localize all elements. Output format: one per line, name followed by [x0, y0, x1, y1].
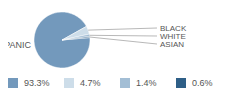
svg-text:BLACK: BLACK	[160, 24, 187, 33]
svg-text:WHITE: WHITE	[160, 32, 186, 41]
html-text:93.3%: 93.3%	[24, 78, 50, 88]
html-text:0.6%: 0.6%	[192, 78, 213, 88]
svg-text:ASIAN: ASIAN	[160, 40, 184, 49]
svg-text:HISPANIC: HISPANIC	[8, 40, 31, 50]
html-text:1.4%: 1.4%	[136, 78, 157, 88]
html-text:4.7%: 4.7%	[80, 78, 101, 88]
